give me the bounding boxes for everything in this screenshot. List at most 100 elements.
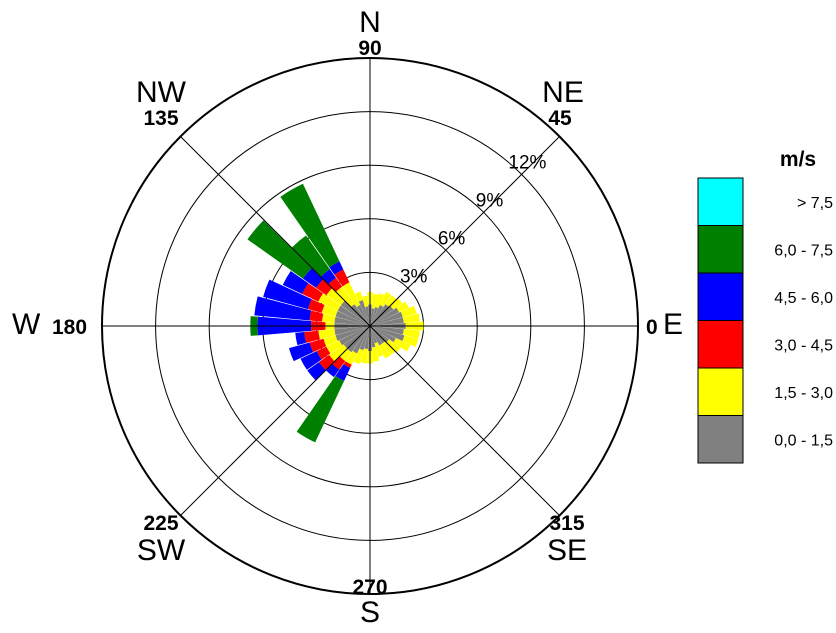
sector-200-bin-2 <box>309 338 327 353</box>
sector-210-bin-2 <box>316 346 331 360</box>
sector-140-bin-4 <box>247 220 312 279</box>
sector-80-bin-0 <box>370 308 375 326</box>
sector-160-bin-0 <box>335 311 370 326</box>
direction-label-W: W <box>12 308 41 341</box>
ring-label-6: 6% <box>438 228 466 249</box>
sector-120-bin-4 <box>280 183 340 268</box>
axis-line-135 <box>180 136 371 327</box>
sector-230-bin-1 <box>339 348 352 362</box>
ring-label-3: 3% <box>400 266 428 287</box>
legend-title: m/s <box>780 148 816 171</box>
sector-330-bin-1 <box>393 338 411 352</box>
sector-240-bin-1 <box>345 350 358 365</box>
sector-140-bin-2 <box>316 279 332 296</box>
sector-10-bin-0 <box>370 317 404 326</box>
sector-260-bin-1 <box>360 348 368 364</box>
sector-170-bin-1 <box>321 313 336 323</box>
sector-170-bin-0 <box>334 316 370 326</box>
sector-220-bin-3 <box>307 362 326 381</box>
sector-170-bin-3 <box>254 296 312 321</box>
angle-label-90: 90 <box>358 37 381 60</box>
angle-label-135: 135 <box>143 107 178 130</box>
sector-260-bin-0 <box>364 326 370 350</box>
sector-250-bin-0 <box>359 326 370 351</box>
sector-130-bin-3 <box>320 269 336 285</box>
sector-230-bin-2 <box>332 356 346 370</box>
sector-330-bin-0 <box>370 326 396 343</box>
angle-label-0: 0 <box>646 316 658 339</box>
sector-50-bin-0 <box>370 304 389 326</box>
sector-200-bin-1 <box>323 335 338 347</box>
sector-150-bin-2 <box>302 283 324 302</box>
sector-160-bin-3 <box>263 279 312 310</box>
direction-label-SE: SE <box>547 534 587 567</box>
direction-label-E: E <box>663 308 683 341</box>
sector-280-bin-0 <box>370 326 376 348</box>
direction-label-N: N <box>359 6 381 39</box>
sector-170-bin-2 <box>309 310 324 322</box>
legend-swatch-5 <box>697 415 744 464</box>
sector-10-bin-1 <box>402 313 420 323</box>
sector-120-bin-3 <box>329 261 344 275</box>
sector-340-bin-0 <box>370 326 405 341</box>
axis-line-225 <box>180 325 371 516</box>
axis-line-45 <box>369 136 560 327</box>
sector-120-bin-1 <box>342 282 361 307</box>
sector-350-bin-1 <box>402 329 420 339</box>
sector-80-bin-1 <box>371 293 379 309</box>
sector-150-bin-0 <box>337 305 370 326</box>
sector-190-bin-1 <box>318 329 336 340</box>
sector-50-bin-1 <box>385 295 397 307</box>
sector-120-bin-0 <box>356 304 370 326</box>
sector-240-bin-2 <box>343 361 352 369</box>
sector-140-bin-3 <box>302 268 324 288</box>
sector-220-bin-0 <box>343 326 370 349</box>
angle-label-45: 45 <box>548 107 572 130</box>
ring-label-12: 12% <box>508 153 546 174</box>
sector-300-bin-0 <box>370 326 383 346</box>
sector-210-bin-1 <box>326 340 343 354</box>
sector-290-bin-0 <box>370 326 378 344</box>
direction-label-S: S <box>360 596 380 629</box>
sector-140-bin-1 <box>326 288 345 306</box>
sector-200-bin-3 <box>288 342 314 362</box>
sector-30-bin-1 <box>396 301 409 313</box>
sector-350-bin-0 <box>370 326 404 335</box>
sector-190-bin-0 <box>334 326 370 336</box>
sector-150-bin-1 <box>318 293 341 311</box>
legend: m/s > 7,5 6,0 - 7,5 4,5 - 6,0 3,0 - 4,5 1,5 -… <box>697 148 833 464</box>
angle-label-180: 180 <box>52 316 87 339</box>
sector-100-bin-1 <box>362 295 369 307</box>
sector-30-bin-0 <box>370 307 400 326</box>
sector-110-bin-1 <box>355 291 363 302</box>
sector-190-bin-3 <box>295 332 307 346</box>
sector-160-bin-2 <box>307 299 325 313</box>
sector-210-bin-0 <box>339 326 370 346</box>
sector-200-bin-0 <box>335 326 370 341</box>
direction-axes <box>102 58 638 594</box>
legend-label-4: 1,5 - 3,0 <box>774 385 833 402</box>
sector-100-bin-0 <box>365 306 370 326</box>
direction-label-SW: SW <box>137 534 186 567</box>
sector-130-bin-4 <box>292 235 330 277</box>
sector-130-bin-2 <box>328 277 343 292</box>
sector-70-bin-1 <box>375 293 385 309</box>
sector-160-bin-1 <box>321 305 338 317</box>
sector-40-bin-1 <box>390 298 403 310</box>
sector-40-bin-0 <box>370 305 394 326</box>
sector-70-bin-0 <box>370 307 379 326</box>
sector-130-bin-1 <box>336 286 355 307</box>
sector-190-bin-2 <box>304 330 320 343</box>
legend-swatch-2 <box>697 272 744 321</box>
direction-label-NE: NE <box>542 76 584 109</box>
sector-230-bin-0 <box>347 326 370 353</box>
angle-label-315: 315 <box>549 512 584 535</box>
sector-250-bin-1 <box>353 348 364 364</box>
sector-340-bin-1 <box>402 335 419 347</box>
ring-label-9: 9% <box>476 191 504 212</box>
legend-label-0: > 7,5 <box>797 195 833 212</box>
sector-300-bin-1 <box>379 343 391 359</box>
sector-210-bin-3 <box>300 351 322 370</box>
